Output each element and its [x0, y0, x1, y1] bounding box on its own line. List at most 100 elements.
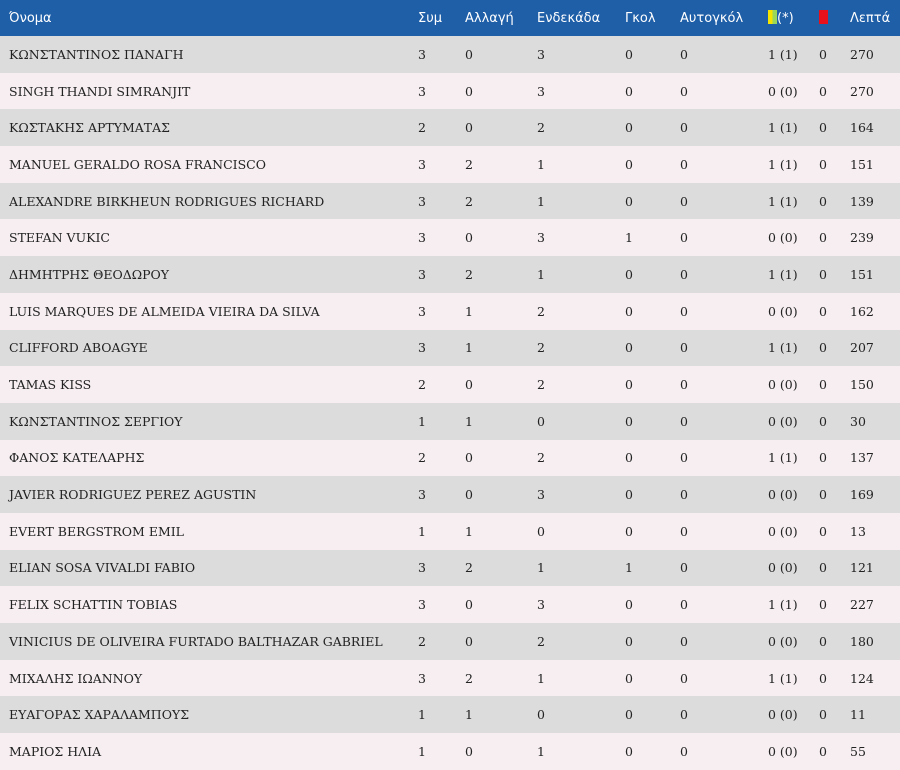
- table-row: ALEXANDRE BIRKHEUN RODRIGUES RICHARD 3 2 1 0…: [0, 182, 900, 220]
- player-name[interactable]: VINICIUS DE OLIVEIRA FURTADO BALTHAZAR G…: [9, 633, 383, 649]
- goals-cell: 1: [625, 230, 633, 246]
- minutes-cell: 207: [850, 340, 874, 356]
- yellow-cards-cell: 0 (0): [768, 707, 798, 723]
- red-cards-cell: 0: [819, 743, 827, 759]
- apps-cell: 3: [418, 670, 426, 686]
- minutes-cell: 151: [850, 156, 874, 172]
- own-goals-cell: 0: [680, 450, 688, 466]
- yellow-cards-cell: 0 (0): [768, 560, 798, 576]
- lineup-cell: 1: [537, 266, 545, 282]
- apps-cell: 3: [418, 156, 426, 172]
- goals-cell: 0: [625, 377, 633, 393]
- player-name[interactable]: ΚΩΣΤΑΚΗΣ ΑΡΤΥΜΑΤΑΣ: [9, 120, 171, 136]
- player-name[interactable]: EVERT BERGSTROM EMIL: [9, 523, 184, 539]
- red-cards-cell: 0: [819, 340, 827, 356]
- yellow-cards-cell: 1 (1): [768, 193, 798, 209]
- lineup-cell: 2: [537, 633, 545, 649]
- yellow-cards-cell: 0 (0): [768, 633, 798, 649]
- goals-cell: 0: [625, 266, 633, 282]
- player-name[interactable]: FELIX SCHATTIN TOBIAS: [9, 597, 178, 613]
- apps-cell: 2: [418, 633, 426, 649]
- red-cards-cell: 0: [819, 230, 827, 246]
- table-row: TAMAS KISS 2 0 2 0 0 0 (0) 0 150: [0, 366, 900, 403]
- table-row: MANUEL GERALDO ROSA FRANCISCO 3 2 1 0 0 1 (1) 0…: [0, 146, 900, 183]
- yellow-cards-cell: 1 (1): [768, 120, 798, 136]
- lineup-cell: 2: [537, 120, 545, 136]
- yellow-cards-cell: 1 (1): [768, 597, 798, 613]
- lineup-cell: 1: [537, 156, 545, 172]
- red-card-icon: [819, 10, 828, 24]
- yellow-cards-cell: 0 (0): [768, 413, 798, 429]
- sub-cell: 0: [465, 83, 473, 99]
- red-cards-cell: 0: [819, 83, 827, 99]
- header-sub[interactable]: Αλλαγή: [465, 10, 514, 26]
- minutes-cell: 270: [850, 83, 874, 99]
- player-name[interactable]: ΜΙΧΑΛΗΣ ΙΩΑΝΝΟΥ: [9, 670, 143, 686]
- goals-cell: 0: [625, 193, 633, 209]
- lineup-cell: 2: [537, 450, 545, 466]
- header-red[interactable]: [819, 0, 850, 36]
- sub-cell: 0: [465, 230, 473, 246]
- player-name[interactable]: ΕΥΑΓΟΡΑΣ ΧΑΡΑΛΑΜΠΟΥΣ: [9, 707, 190, 723]
- player-name[interactable]: ALEXANDRE BIRKHEUN RODRIGUES RICHARD: [9, 193, 325, 209]
- goals-cell: 0: [625, 83, 633, 99]
- player-name[interactable]: TAMAS KISS: [9, 377, 92, 393]
- goals-cell: 0: [625, 120, 633, 136]
- sub-cell: 2: [465, 156, 473, 172]
- header-lineup[interactable]: Ενδεκάδα: [537, 10, 601, 26]
- yellow-cards-cell: 1 (1): [768, 450, 798, 466]
- red-cards-cell: 0: [819, 413, 827, 429]
- player-name[interactable]: CLIFFORD ABOAGYE: [9, 340, 148, 356]
- apps-cell: 1: [418, 523, 426, 539]
- player-name[interactable]: ELIAN SOSA VIVALDI FABIO: [9, 560, 196, 576]
- player-name[interactable]: MANUEL GERALDO ROSA FRANCISCO: [9, 156, 266, 172]
- lineup-cell: 2: [537, 303, 545, 319]
- sub-cell: 0: [465, 46, 473, 62]
- lineup-cell: 2: [537, 377, 545, 393]
- red-cards-cell: 0: [819, 120, 827, 136]
- sub-cell: 1: [465, 413, 473, 429]
- header-own-goals[interactable]: Αυτογκόλ: [680, 10, 744, 26]
- red-cards-cell: 0: [819, 193, 827, 209]
- table-row: ΜΑΡΙΟΣ ΗΛΙΑ 1 0 1 0 0 0 (0) 0 55: [0, 733, 900, 770]
- player-name[interactable]: ΚΩΝΣΤΑΝΤΙΝΟΣ ΣΕΡΓΙΟΥ: [9, 413, 183, 429]
- apps-cell: 1: [418, 743, 426, 759]
- header-apps[interactable]: Συμ: [418, 10, 443, 26]
- player-name[interactable]: LUIS MARQUES DE ALMEIDA VIEIRA DA SILVA: [9, 303, 320, 319]
- lineup-cell: 1: [537, 560, 545, 576]
- header-goals[interactable]: Γκολ: [625, 10, 656, 26]
- lineup-cell: 3: [537, 597, 545, 613]
- table-row: EVERT BERGSTROM EMIL 1 1 0 0 0 0 (0) 0 13: [0, 512, 900, 550]
- apps-cell: 1: [418, 707, 426, 723]
- player-name[interactable]: ΜΑΡΙΟΣ ΗΛΙΑ: [9, 743, 102, 759]
- player-name[interactable]: SINGH THANDI SIMRANJIT: [9, 83, 191, 99]
- sub-cell: 0: [465, 597, 473, 613]
- minutes-cell: 139: [850, 193, 874, 209]
- player-name[interactable]: ΔΗΜΗΤΡΗΣ ΘΕΟΔΩΡΟΥ: [9, 266, 170, 282]
- lineup-cell: 3: [537, 230, 545, 246]
- player-name[interactable]: JAVIER RODRIGUEZ PEREZ AGUSTIN: [9, 487, 257, 503]
- own-goals-cell: 0: [680, 377, 688, 393]
- player-name[interactable]: ΦΑΝΟΣ ΚΑΤΕΛΑΡΗΣ: [9, 450, 145, 466]
- sub-cell: 0: [465, 120, 473, 136]
- header-minutes[interactable]: Λεπτά: [850, 10, 891, 26]
- apps-cell: 2: [418, 120, 426, 136]
- table-row: LUIS MARQUES DE ALMEIDA VIEIRA DA SILVA 3…: [0, 292, 900, 330]
- own-goals-cell: 0: [680, 633, 688, 649]
- lineup-cell: 1: [537, 743, 545, 759]
- player-name[interactable]: ΚΩΝΣΤΑΝΤΙΝΟΣ ΠΑΝΑΓΗ: [9, 46, 184, 62]
- table-row: ΔΗΜΗΤΡΗΣ ΘΕΟΔΩΡΟΥ 3 2 1 0 0 1 (1) 0 151: [0, 256, 900, 293]
- table-row: CLIFFORD ABOAGYE 3 1 2 0 0 1 (1) 0 207: [0, 329, 900, 367]
- minutes-cell: 164: [850, 120, 874, 136]
- goals-cell: 0: [625, 340, 633, 356]
- sub-cell: 1: [465, 340, 473, 356]
- red-cards-cell: 0: [819, 450, 827, 466]
- apps-cell: 1: [418, 413, 426, 429]
- lineup-cell: 3: [537, 487, 545, 503]
- player-name[interactable]: STEFAN VUKIC: [9, 230, 110, 246]
- minutes-cell: 121: [850, 560, 874, 576]
- header-yellow[interactable]: (*): [768, 0, 819, 36]
- header-name[interactable]: Όνομα: [9, 10, 52, 26]
- sub-cell: 1: [465, 707, 473, 723]
